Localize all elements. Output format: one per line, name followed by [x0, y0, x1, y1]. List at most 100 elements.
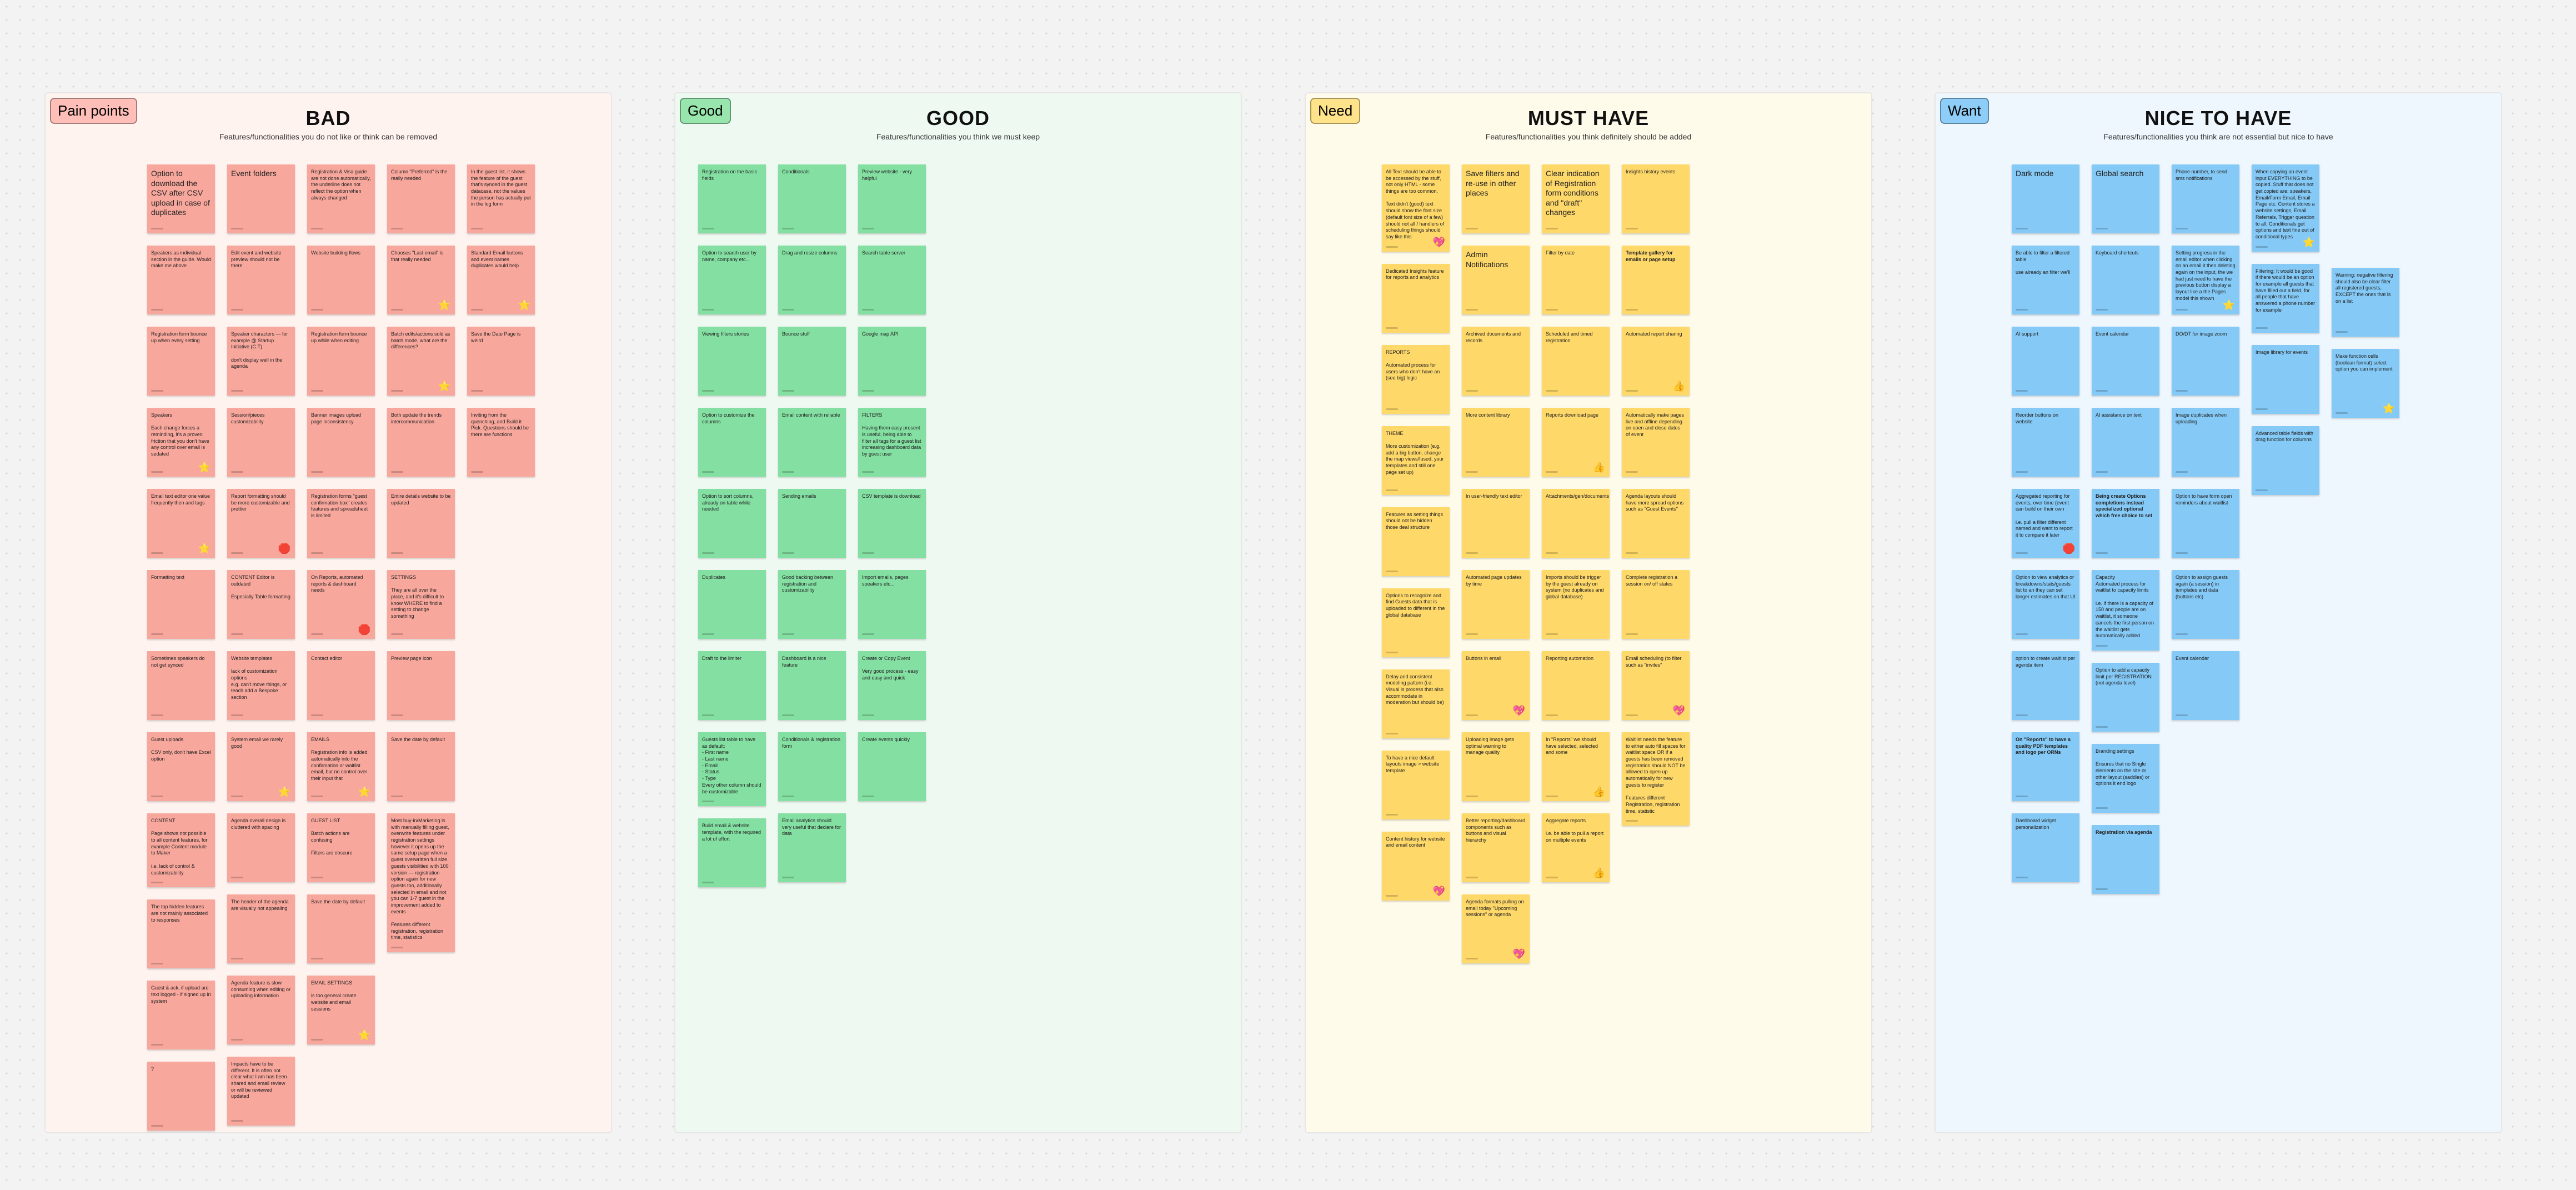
- sticky-note[interactable]: Website templates lack of customization …: [227, 651, 295, 720]
- sticky-note[interactable]: Option to view analytics or breakdowns/s…: [2012, 570, 2079, 639]
- sticky-note[interactable]: On "Reports" to have a quality PDF templ…: [2012, 732, 2079, 801]
- heart-sticker-icon[interactable]: 💖: [1432, 236, 1445, 248]
- sticky-note[interactable]: Global search: [2092, 164, 2159, 233]
- star-sticker-icon[interactable]: ⭐: [198, 462, 211, 473]
- sticky-note[interactable]: Dedicated Insights feature for reports a…: [1382, 263, 1450, 333]
- sticky-note[interactable]: Session/pieces customizability: [227, 408, 295, 477]
- sticky-note[interactable]: More content library: [1462, 408, 1530, 477]
- board-tag[interactable]: Need: [1310, 98, 1361, 124]
- sticky-note[interactable]: Edit event and website preview should no…: [227, 246, 295, 314]
- heart-sticker-icon[interactable]: 💖: [1672, 705, 1685, 716]
- sticky-note[interactable]: Features as setting things should not be…: [1382, 507, 1450, 576]
- board-tag[interactable]: Good: [680, 98, 731, 124]
- sticky-note[interactable]: Delay and consistent modeling pattern (i…: [1382, 669, 1450, 738]
- sticky-note[interactable]: Keyboard shortcuts: [2092, 246, 2159, 314]
- board-tag[interactable]: Pain points: [50, 98, 137, 124]
- thumbs-up-sticker-icon[interactable]: 👍: [1592, 786, 1605, 797]
- star-sticker-icon[interactable]: ⭐: [278, 786, 290, 797]
- sticky-note[interactable]: Email text editor one value frequently t…: [147, 489, 215, 558]
- sticky-note[interactable]: In the guest list, it shows the feature …: [467, 164, 535, 233]
- sticky-note[interactable]: Draft to the limiter: [698, 651, 766, 720]
- sticky-note[interactable]: Bounce stuff: [778, 327, 846, 396]
- sticky-note[interactable]: AI support: [2012, 327, 2079, 396]
- sticky-note[interactable]: Drag and resize columns: [778, 246, 846, 314]
- heart-sticker-icon[interactable]: 💖: [1432, 885, 1445, 897]
- sticky-note[interactable]: Capacity Automated process for waitlist …: [2092, 570, 2159, 651]
- sticky-note[interactable]: Search table server: [858, 246, 926, 314]
- sticky-note[interactable]: Registration form bounce up when every s…: [147, 327, 215, 396]
- thumbs-up-sticker-icon[interactable]: 👍: [1592, 867, 1605, 878]
- sticky-note[interactable]: Event folders: [227, 164, 295, 233]
- sticky-note[interactable]: Agenda feature is slow consuming when ed…: [227, 976, 295, 1044]
- sticky-note[interactable]: The header of the agenda are visually no…: [227, 894, 295, 963]
- sticky-note[interactable]: Phone number, to send sms notifications: [2172, 164, 2239, 233]
- sticky-note[interactable]: The top hidden features are not mainly a…: [147, 899, 215, 969]
- sticky-note[interactable]: Column "Preferred" is the really needed: [387, 164, 455, 233]
- sticky-note[interactable]: Dashboard widget personalization: [2012, 813, 2079, 882]
- sticky-note[interactable]: Content history for website and email co…: [1382, 831, 1450, 901]
- sticky-note[interactable]: Be able to filter a filtered table use a…: [2012, 246, 2079, 314]
- sticky-note[interactable]: Good backing between registration and cu…: [778, 570, 846, 639]
- sticky-note[interactable]: Save filters and re-use in other places: [1462, 164, 1530, 233]
- sticky-note[interactable]: Event calendar: [2172, 651, 2239, 720]
- sticky-note[interactable]: Formatting text: [147, 570, 215, 639]
- sticky-note[interactable]: In "Reports" we should have selected, se…: [1542, 732, 1610, 801]
- sticky-note[interactable]: Dark mode: [2012, 164, 2079, 233]
- board-good[interactable]: Good GOOD Features/functionalities you thi…: [674, 92, 1242, 1133]
- sticky-note[interactable]: Clear indication of Registration form co…: [1542, 164, 1610, 233]
- sticky-note[interactable]: Aggregate reports i.e. be able to pull a…: [1542, 813, 1610, 882]
- sticky-note[interactable]: Registration form bounce up while when e…: [307, 327, 375, 396]
- sticky-note[interactable]: REPORTS Automated process for users who …: [1382, 344, 1450, 414]
- sticky-note[interactable]: Sending emails: [778, 489, 846, 558]
- sticky-note[interactable]: Make function cells (boolean format) sel…: [2332, 349, 2399, 418]
- sticky-note[interactable]: Image duplicates when uploading: [2172, 408, 2239, 477]
- sticky-note[interactable]: Reorder buttons on website: [2012, 408, 2079, 477]
- sticky-note[interactable]: FILTERS Having them easy present is usef…: [858, 408, 926, 477]
- sticky-note[interactable]: Guests list table to have as default: - …: [698, 732, 766, 807]
- sticky-note[interactable]: Reporting automation: [1542, 651, 1610, 720]
- sticky-note[interactable]: Save the date by default: [387, 732, 455, 801]
- sticky-note[interactable]: Email content with reliable: [778, 408, 846, 477]
- sticky-note[interactable]: To have a nice default layouts image > w…: [1382, 750, 1450, 819]
- sticky-note[interactable]: Option to sort columns, already on table…: [698, 489, 766, 558]
- sticky-note[interactable]: Entire details website to be updated: [387, 489, 455, 558]
- sticky-note[interactable]: Registration on the basis fields: [698, 164, 766, 233]
- sticky-note[interactable]: Impacts have to be different. It is ofte…: [227, 1057, 295, 1126]
- sticky-note[interactable]: Chooses "Last email" is that really need…: [387, 246, 455, 314]
- sticky-note[interactable]: Agenda formats pulling on email today "U…: [1462, 894, 1530, 963]
- board-bad[interactable]: Pain points BAD Features/functionalities y…: [44, 92, 612, 1133]
- sticky-note[interactable]: Registration & Visa guide are not done a…: [307, 164, 375, 233]
- board-tag[interactable]: Want: [1940, 98, 1989, 124]
- thumbs-up-sticker-icon[interactable]: 👍: [1672, 381, 1685, 392]
- sticky-note[interactable]: Buttons in email 💖: [1462, 651, 1530, 720]
- sticky-note[interactable]: Google map API: [858, 327, 926, 396]
- sticky-note[interactable]: Guest & ack, if upload are text logged -…: [147, 981, 215, 1050]
- sticky-note[interactable]: Option to assign guests again (a session…: [2172, 570, 2239, 639]
- sticky-note[interactable]: Inviting from the quenching, and Build i…: [467, 408, 535, 477]
- sticky-note[interactable]: Agenda overall design is cluttered with …: [227, 813, 295, 882]
- sticky-note[interactable]: CONTENT Editor is outdated Especially Ta…: [227, 570, 295, 639]
- sticky-note[interactable]: Speakers Each change forces a reminding,…: [147, 408, 215, 477]
- stop-sticker-icon[interactable]: 🛑: [358, 624, 370, 635]
- sticky-note[interactable]: Uploading image gets optimal warning to …: [1462, 732, 1530, 801]
- sticky-note[interactable]: Dashboard is a nice feature: [778, 651, 846, 720]
- sticky-note[interactable]: Scheduled and timed registration: [1542, 327, 1610, 396]
- sticky-note[interactable]: option to create waitlist per agenda ite…: [2012, 651, 2079, 720]
- sticky-note[interactable]: DO/DT for image zoom: [2172, 327, 2239, 396]
- sticky-note[interactable]: CONTENT Page shows not possible to all c…: [147, 813, 215, 888]
- sticky-note[interactable]: Automated report sharing 👍: [1622, 327, 1690, 396]
- sticky-note[interactable]: Registration forms "guest confirmation b…: [307, 489, 375, 558]
- sticky-note[interactable]: Option to search user by name, company e…: [698, 246, 766, 314]
- sticky-note[interactable]: Better reporting/dashboard components su…: [1462, 813, 1530, 882]
- sticky-note[interactable]: Template gallery for emails or page setu…: [1622, 246, 1690, 314]
- star-sticker-icon[interactable]: ⭐: [518, 299, 530, 311]
- sticky-note[interactable]: GUEST LIST Batch actions are confusing F…: [307, 813, 375, 882]
- sticky-note[interactable]: Setting progress in the email editor whe…: [2172, 246, 2239, 314]
- sticky-note[interactable]: Filtering: It would be good if there wou…: [2252, 263, 2319, 333]
- sticky-note[interactable]: Conditionals & registration form: [778, 732, 846, 801]
- sticky-note[interactable]: Automated page updates by time: [1462, 570, 1530, 639]
- sticky-note[interactable]: Conditionals: [778, 164, 846, 233]
- sticky-note[interactable]: ?: [147, 1062, 215, 1131]
- sticky-note[interactable]: Email scheduling (to filter such as "inv…: [1622, 651, 1690, 720]
- sticky-note[interactable]: Event calendar: [2092, 327, 2159, 396]
